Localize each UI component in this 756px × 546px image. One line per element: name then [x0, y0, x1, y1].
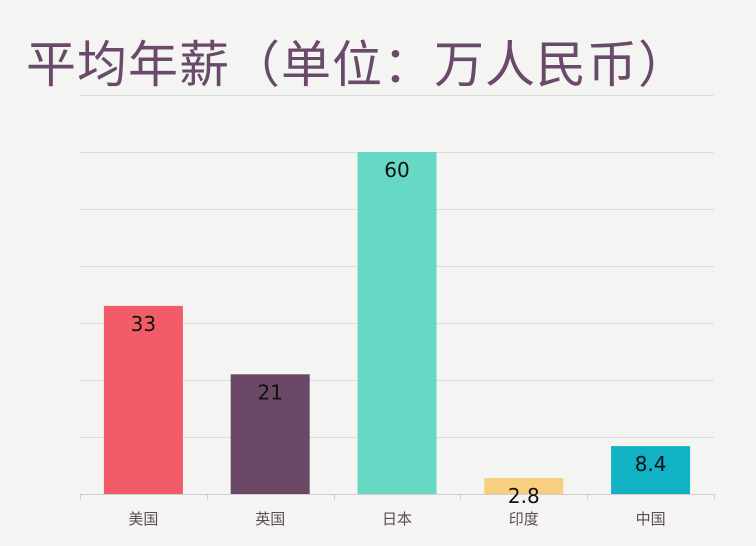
- x-tick-label-5: 中国: [636, 510, 666, 528]
- bar-3: [357, 152, 437, 494]
- x-tick-label-2: 英国: [255, 510, 285, 528]
- x-tick-label-4: 印度: [509, 510, 539, 528]
- data-label-1: 33: [131, 312, 156, 336]
- bar-1: [103, 305, 183, 494]
- x-tick-label-1: 美国: [128, 510, 158, 528]
- bar-4: [484, 478, 564, 494]
- bar-5: [611, 446, 691, 494]
- data-label-4: 2.8: [508, 484, 540, 508]
- data-label-2: 21: [257, 380, 282, 404]
- x-tick-label-3: 日本: [382, 510, 412, 528]
- data-label-5: 8.4: [635, 452, 667, 476]
- chart-title: 平均年薪（单位：万人民币）: [26, 36, 689, 94]
- bar-2: [230, 374, 310, 494]
- data-label-3: 60: [384, 158, 409, 182]
